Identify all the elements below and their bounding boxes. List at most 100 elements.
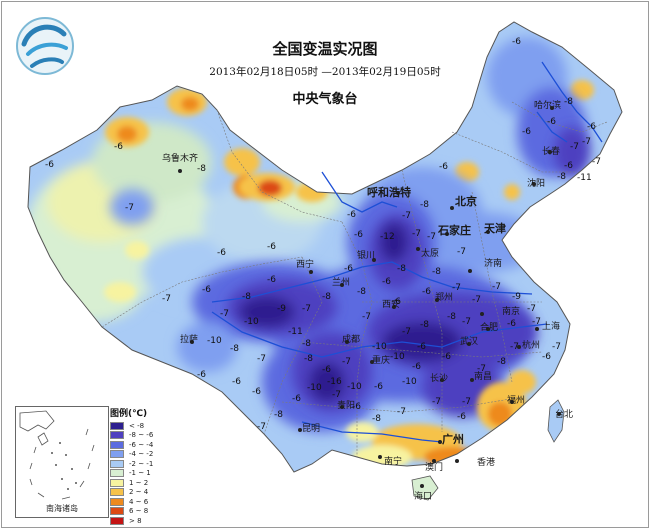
value-label: -7	[592, 157, 601, 167]
value-label: -7	[162, 294, 171, 304]
legend-swatch	[110, 488, 124, 497]
legend-item: -6 ~ -4	[110, 440, 176, 450]
value-label: -6	[547, 117, 556, 127]
value-label: -9	[277, 304, 286, 314]
value-label: -7	[427, 232, 436, 242]
legend-label: -8 ~ -6	[129, 431, 154, 440]
value-label: -7	[570, 142, 579, 152]
map-issuer: 中央气象台	[292, 92, 358, 107]
south-china-sea-inset: 南海诸岛	[15, 406, 109, 518]
value-label: -8	[372, 414, 381, 424]
value-label: -7	[257, 354, 266, 364]
value-label: -10	[402, 377, 417, 387]
value-label: -6	[382, 277, 391, 287]
city-label: 济南	[484, 259, 503, 269]
city-label: 天津	[484, 222, 506, 235]
legend-label: 6 ~ 8	[129, 507, 149, 516]
value-label: -8	[357, 287, 366, 297]
city-label: 西宁	[296, 260, 315, 270]
value-label: -6	[114, 142, 123, 152]
value-label: -7	[492, 282, 501, 292]
value-label: -6	[392, 297, 401, 307]
city-label: 台北	[555, 410, 574, 420]
value-label: -7	[527, 304, 536, 314]
value-label: -8	[447, 312, 456, 322]
city-label: 西安	[382, 300, 401, 310]
value-label: -11	[288, 327, 303, 337]
legend-item: 4 ~ 6	[110, 497, 176, 507]
value-label: -6	[587, 122, 596, 132]
value-label: -6	[417, 342, 426, 352]
city-label: 太原	[421, 249, 440, 259]
value-label: -10	[244, 317, 259, 327]
value-label: -7	[472, 295, 481, 305]
value-label: -6	[197, 370, 206, 380]
legend-item: < -8	[110, 421, 176, 431]
value-label: -6	[217, 248, 226, 258]
value-label: -7	[510, 342, 519, 352]
legend-label: > 8	[129, 516, 142, 525]
city-label: 郑州	[435, 293, 454, 303]
city-label: 贵阳	[337, 401, 356, 411]
city-label: 沈阳	[527, 179, 546, 189]
legend-item: -1 ~ 1	[110, 469, 176, 479]
legend-swatch	[110, 497, 124, 506]
value-label: -7	[432, 397, 441, 407]
value-label: -8	[274, 410, 283, 420]
value-label: -7	[462, 397, 471, 407]
city-label: 哈尔滨	[534, 101, 562, 111]
value-label: -7	[397, 407, 406, 417]
value-label: -7	[457, 247, 466, 257]
value-label: -7	[412, 229, 421, 239]
value-label: -6	[267, 242, 276, 252]
value-label: -6	[442, 352, 451, 362]
value-label: -10	[390, 352, 405, 362]
city-label: 石家庄	[438, 224, 471, 237]
value-label: -8	[432, 267, 441, 277]
value-label: -7	[402, 211, 411, 221]
value-label: -6	[507, 319, 516, 329]
legend-item: 1 ~ 2	[110, 478, 176, 488]
value-label: -6	[354, 230, 363, 240]
city-label: 重庆	[372, 356, 391, 366]
legend-label: -1 ~ 1	[129, 469, 151, 478]
legend-swatch	[110, 478, 124, 487]
legend-item: > 8	[110, 516, 176, 526]
city-label: 银川	[357, 251, 376, 261]
legend-label: < -8	[129, 421, 145, 430]
value-label: -6	[45, 160, 54, 170]
city-label: 成都	[342, 335, 361, 345]
legend-swatch	[110, 450, 124, 459]
value-label: -7	[342, 357, 351, 367]
legend-label: -4 ~ -2	[129, 450, 154, 459]
inset-label: 南海诸岛	[46, 504, 78, 513]
city-label: 澳门	[425, 463, 444, 473]
legend-swatch	[110, 507, 124, 516]
value-label: -8	[197, 164, 206, 174]
value-label: -8	[304, 354, 313, 364]
cma-logo-icon	[16, 17, 74, 75]
city-label: 拉萨	[180, 335, 199, 345]
value-label: -7	[125, 203, 134, 213]
value-label: -7	[582, 137, 591, 147]
value-label: -6	[252, 387, 261, 397]
value-label: -6	[347, 210, 356, 220]
value-label: -6	[512, 37, 521, 47]
legend-title: 图例(℃)	[110, 409, 148, 419]
value-label: -10	[307, 383, 322, 393]
city-label: 兰州	[332, 278, 351, 288]
value-label: -6	[232, 377, 241, 387]
value-label: -7	[332, 390, 341, 400]
value-label: -7	[257, 422, 266, 432]
value-label: -6	[542, 352, 551, 362]
value-label: -7	[302, 304, 311, 314]
value-label: -7	[552, 342, 561, 352]
value-label: -6	[422, 287, 431, 297]
value-label: -8	[420, 200, 429, 210]
city-label: 南昌	[474, 372, 493, 382]
city-label: 昆明	[302, 424, 321, 434]
value-label: -9	[512, 292, 521, 302]
value-label: -8	[302, 339, 311, 349]
